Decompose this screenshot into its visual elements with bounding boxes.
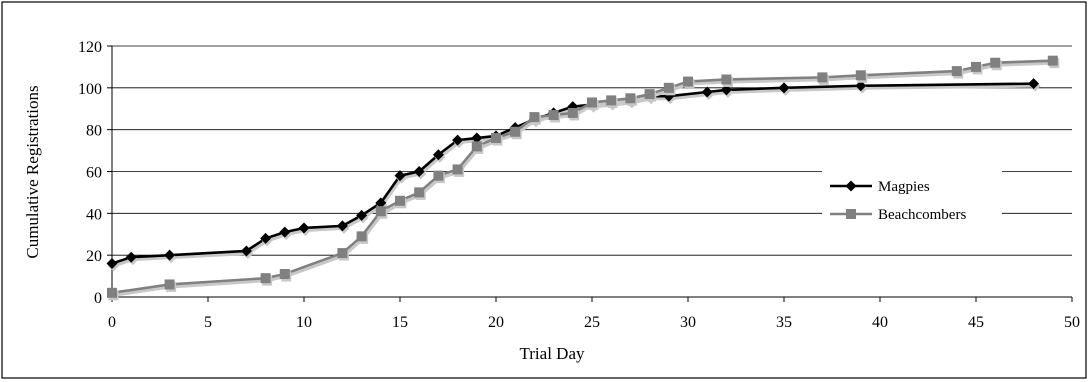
series-group (106, 55, 1060, 301)
data-point-beachcombers (510, 126, 521, 137)
x-tick-label: 50 (1064, 314, 1080, 331)
data-point-beachcombers (395, 195, 405, 206)
data-point-beachcombers (452, 164, 463, 175)
data-point-beachcombers (951, 66, 962, 77)
y-tick-label: 60 (86, 165, 102, 182)
data-point-beachcombers (433, 170, 444, 181)
data-point-beachcombers (587, 97, 597, 108)
data-point-beachcombers (107, 287, 117, 298)
x-tick-label: 20 (488, 314, 504, 331)
x-tick-label: 45 (968, 314, 984, 331)
x-tick-label: 5 (204, 314, 212, 331)
data-point-beachcombers (356, 231, 367, 242)
data-point-magpies (701, 86, 713, 98)
y-tick-label: 20 (86, 248, 102, 265)
x-tick-label: 30 (680, 314, 696, 331)
y-tick-labels: 0 20 40 60 80 100 120 (78, 39, 102, 307)
x-tick-label: 35 (776, 314, 792, 331)
data-point-beachcombers (164, 279, 175, 290)
data-point-magpies (720, 84, 732, 96)
y-axis-label: Cumulative Registrations (23, 85, 42, 258)
data-point-magpies (375, 197, 387, 209)
data-point-beachcombers (1047, 55, 1058, 66)
legend-entry-beachcombers: Beachcombers (830, 207, 966, 223)
data-point-beachcombers (567, 107, 578, 118)
x-tick-labels: 0 5 10 15 20 25 30 35 40 45 50 (108, 314, 1080, 331)
data-point-magpies (125, 251, 137, 263)
legend: Magpies Beachcombers (822, 170, 1002, 236)
data-point-magpies (394, 170, 406, 182)
legend-label-beachcombers: Beachcombers (878, 207, 966, 223)
data-point-magpies (778, 82, 790, 94)
data-point-beachcombers (606, 95, 617, 106)
x-tick-label: 0 (108, 314, 116, 331)
x-tick-label: 25 (584, 314, 600, 331)
data-point-beachcombers (375, 206, 386, 217)
data-point-beachcombers (337, 248, 348, 259)
data-point-beachcombers (548, 110, 559, 121)
data-point-magpies (471, 132, 483, 144)
y-tick-label: 0 (94, 290, 102, 307)
data-point-beachcombers (683, 76, 693, 87)
y-tick-label: 40 (86, 206, 102, 223)
x-tick-label: 15 (392, 314, 408, 331)
y-tick-label: 120 (78, 39, 102, 56)
data-point-beachcombers (491, 133, 501, 144)
data-point-magpies (106, 258, 118, 270)
data-point-magpies (452, 134, 464, 146)
data-point-magpies (164, 249, 176, 261)
data-point-beachcombers (990, 57, 1001, 68)
data-point-magpies (1028, 78, 1040, 90)
data-point-beachcombers (471, 141, 482, 152)
data-point-beachcombers (279, 268, 290, 279)
data-point-magpies (356, 209, 368, 221)
series-beachcombers (107, 55, 1060, 301)
legend-swatch-marker (845, 180, 857, 192)
data-point-beachcombers (529, 112, 540, 123)
data-point-beachcombers (260, 273, 271, 284)
legend-box (822, 170, 1002, 236)
legend-label-magpies: Magpies (878, 179, 930, 195)
data-point-magpies (855, 80, 867, 92)
data-point-magpies (260, 232, 272, 244)
x-tick-label: 40 (872, 314, 888, 331)
data-point-magpies (432, 149, 444, 161)
data-point-magpies (298, 222, 310, 234)
data-point-beachcombers (721, 74, 732, 85)
data-point-beachcombers (817, 72, 828, 83)
x-axis-label: Trial Day (519, 344, 585, 363)
data-point-magpies (279, 226, 291, 238)
y-tick-label: 80 (86, 123, 102, 140)
data-point-beachcombers (855, 70, 866, 81)
data-point-beachcombers (663, 82, 674, 93)
data-point-beachcombers (971, 61, 981, 72)
y-tick-label: 100 (78, 81, 102, 98)
data-point-magpies (413, 166, 425, 177)
data-point-beachcombers (414, 187, 425, 198)
data-point-magpies (336, 220, 348, 232)
x-tick-label: 10 (296, 314, 312, 331)
data-point-beachcombers (625, 93, 636, 104)
data-point-magpies (240, 245, 252, 257)
data-point-beachcombers (644, 89, 655, 100)
legend-swatch-marker (846, 209, 856, 219)
legend-entry-magpies: Magpies (830, 179, 930, 195)
